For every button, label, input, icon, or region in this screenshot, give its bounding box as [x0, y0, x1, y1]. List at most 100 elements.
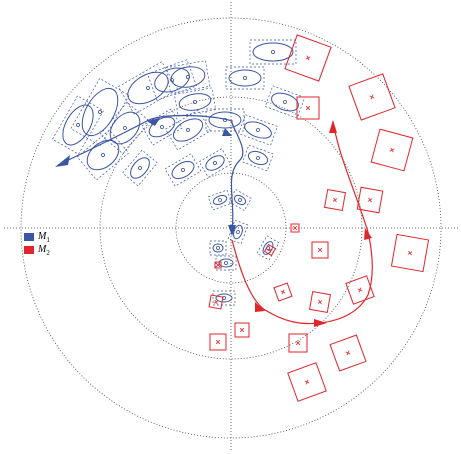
center [122, 125, 128, 131]
cross [317, 299, 323, 305]
red-path [231, 121, 373, 325]
ellipse [271, 92, 299, 112]
square-region [390, 233, 430, 273]
bounding-box [212, 290, 236, 306]
bounding-box [99, 101, 151, 155]
center [145, 85, 151, 91]
cross [389, 147, 395, 153]
ellipse [178, 93, 212, 111]
bounding-box [249, 39, 297, 65]
square [284, 34, 332, 82]
arrowhead [222, 128, 232, 136]
ellipse [154, 67, 190, 93]
square [234, 322, 250, 338]
square [290, 223, 300, 233]
arrowhead [228, 225, 236, 236]
ellipse [171, 160, 195, 180]
square-region [234, 322, 250, 338]
ellipse [228, 69, 262, 87]
bounding-box [198, 148, 232, 178]
legend-swatch [24, 246, 34, 254]
center [159, 124, 165, 130]
cross [367, 197, 373, 203]
bounding-box [242, 144, 274, 172]
covariance-ellipse [207, 189, 233, 211]
square-region [209, 333, 227, 351]
covariance-ellipse [99, 101, 151, 155]
ellipse [130, 157, 150, 179]
bounding-box [122, 149, 158, 187]
square [370, 128, 414, 172]
ellipse [247, 150, 269, 166]
ellipse [233, 224, 243, 240]
square [208, 294, 224, 310]
cross [345, 350, 351, 356]
cross [369, 94, 375, 100]
center [270, 49, 276, 55]
ellipse [109, 111, 141, 145]
cross [332, 197, 338, 203]
cross [305, 55, 311, 61]
center [212, 160, 218, 166]
ellipse [208, 111, 242, 129]
center [282, 99, 288, 105]
center [217, 197, 223, 203]
square-region [208, 294, 224, 310]
cross [407, 250, 413, 256]
square [329, 334, 367, 372]
cross [215, 262, 221, 268]
cross [267, 247, 273, 253]
cross [304, 379, 310, 385]
bounding-box [238, 114, 278, 146]
square [308, 290, 332, 314]
arrowhead [55, 155, 70, 167]
center [242, 75, 248, 81]
ellipse [212, 243, 224, 253]
covariance-ellipse [215, 255, 237, 271]
square [288, 333, 308, 353]
legend-label-sub: 1 [46, 236, 50, 244]
ellipse [244, 121, 272, 139]
bounding-box [256, 235, 280, 261]
arrowhead [329, 120, 337, 133]
cross [239, 327, 245, 333]
covariance-ellipse [249, 39, 297, 65]
cross [305, 105, 311, 111]
center [100, 152, 106, 158]
covariance-ellipse [256, 235, 280, 261]
covariance-ellipse [238, 114, 278, 146]
cross [357, 287, 363, 293]
square [356, 186, 384, 214]
center [185, 74, 191, 80]
square-region [287, 362, 327, 402]
cross [317, 247, 323, 253]
bounding-box [205, 108, 245, 132]
center [137, 165, 143, 171]
center [215, 245, 221, 251]
square-region [290, 223, 300, 233]
blue-ellipses [52, 39, 306, 306]
cross [292, 225, 298, 231]
bounding-box [76, 129, 130, 181]
blue-path [57, 114, 244, 233]
center [185, 127, 191, 133]
ellipse [212, 195, 228, 205]
center [235, 229, 241, 235]
bounding-box [147, 59, 197, 101]
ring [20, 17, 442, 439]
covariance-ellipse [205, 108, 245, 132]
cross [280, 289, 286, 295]
covariance-ellipse [76, 129, 130, 181]
ellipse [172, 118, 204, 142]
square-region [348, 73, 396, 121]
arrowhead [147, 118, 160, 126]
square [209, 333, 227, 351]
ellipse [62, 104, 94, 146]
square [348, 73, 396, 121]
legend-label-main: M [37, 231, 47, 242]
legend-swatch [24, 233, 34, 241]
ellipse [215, 293, 233, 303]
ellipse [81, 87, 119, 137]
